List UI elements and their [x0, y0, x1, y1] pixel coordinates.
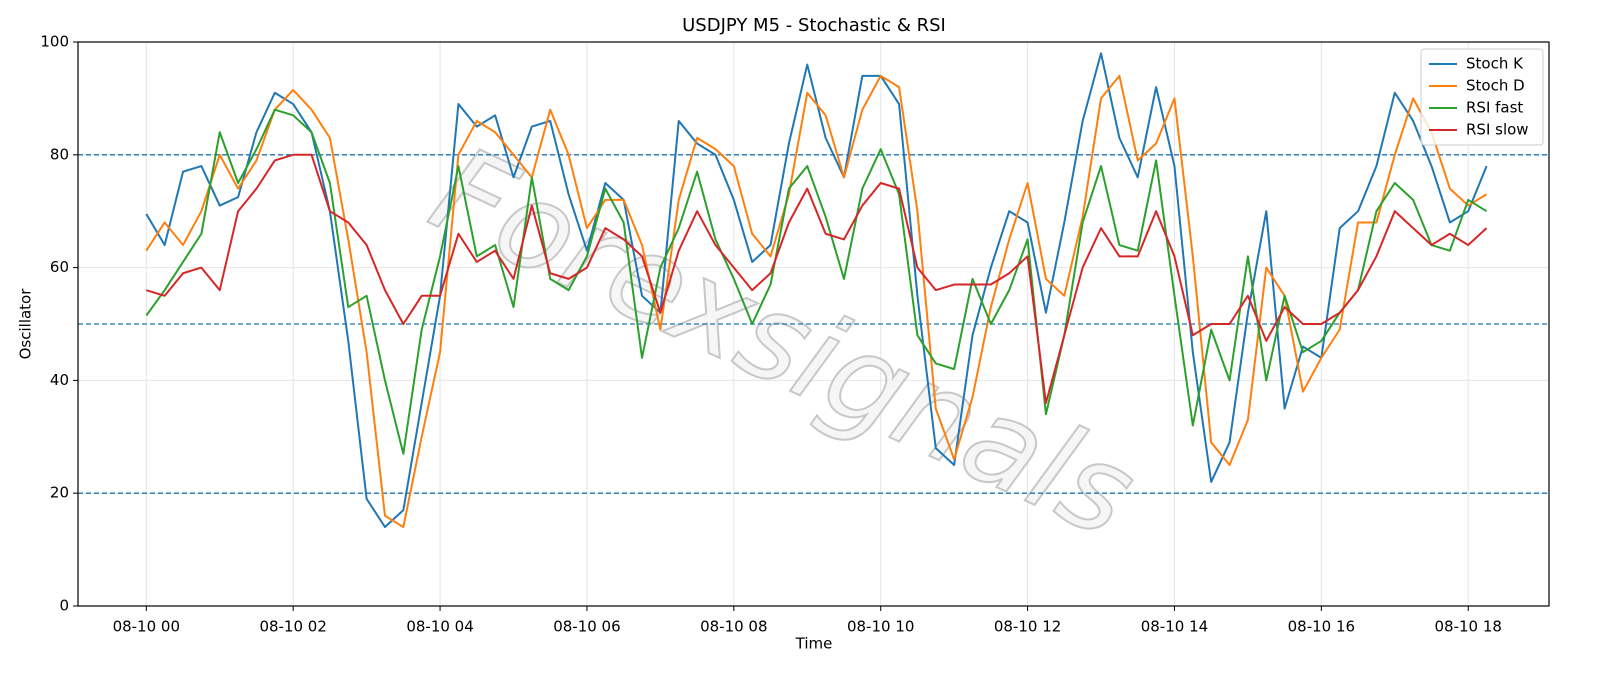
- x-tick-label: 08-10 12: [994, 618, 1061, 636]
- legend-label: RSI fast: [1466, 99, 1523, 117]
- chart-title: USDJPY M5 - Stochastic & RSI: [682, 15, 946, 36]
- legend-label: RSI slow: [1466, 121, 1529, 139]
- x-tick-label: 08-10 10: [847, 618, 914, 636]
- series-line: [145, 74, 1488, 529]
- plot-area: [78, 52, 1549, 529]
- y-tick-label: 80: [50, 145, 69, 163]
- y-tick-label: 60: [50, 258, 69, 276]
- series-line: [145, 108, 1488, 455]
- x-axis-label: Time: [795, 635, 833, 653]
- x-tick-label: 08-10 04: [406, 618, 473, 636]
- legend: Stoch K Stoch D RSI fast RSI slow: [1420, 48, 1544, 146]
- x-tick-label: 08-10 08: [700, 618, 767, 636]
- legend-label: Stoch D: [1466, 77, 1525, 95]
- x-tick-label: 08-10 14: [1141, 618, 1208, 636]
- y-tick-label: 100: [40, 33, 69, 51]
- y-tick-label: 0: [59, 597, 69, 615]
- x-tick-label: 08-10 06: [553, 618, 620, 636]
- x-tick-label: 08-10 02: [259, 618, 326, 636]
- legend-box: [1420, 48, 1544, 146]
- y-tick-label: 20: [50, 484, 69, 502]
- series-line: [146, 153, 1488, 404]
- x-tick-label: 08-10 00: [113, 618, 180, 636]
- legend-label: Stoch K: [1466, 55, 1524, 73]
- series-line: [145, 52, 1488, 529]
- axes-frame: [77, 41, 1550, 607]
- y-tick-label: 40: [50, 371, 69, 389]
- x-tick-label: 08-10 18: [1434, 618, 1501, 636]
- x-tick-label: 08-10 16: [1288, 618, 1355, 636]
- y-axis-label: Oscillator: [17, 288, 35, 360]
